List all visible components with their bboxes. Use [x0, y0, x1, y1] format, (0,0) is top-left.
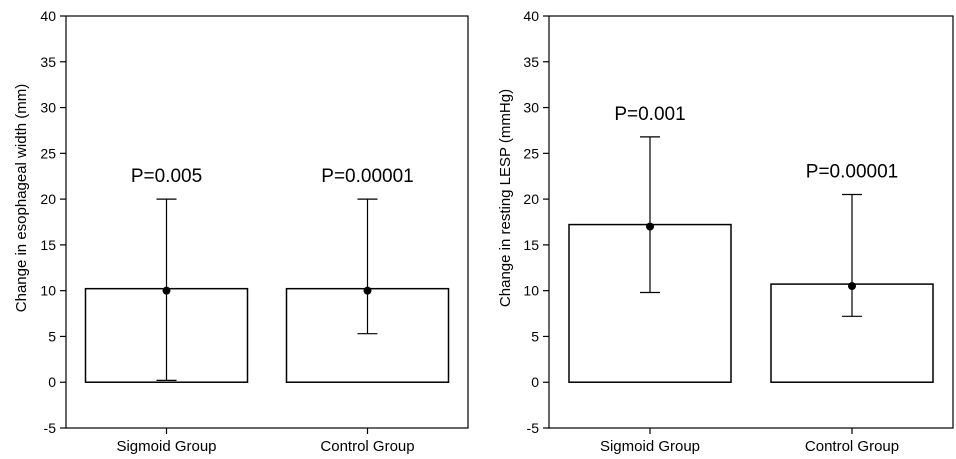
category-label: Control Group — [320, 438, 414, 455]
y-tick-label: 35 — [523, 54, 539, 70]
p-value-label: P=0.001 — [614, 104, 685, 125]
p-value-label: P=0.005 — [131, 166, 202, 187]
y-tick-label: -5 — [44, 420, 57, 436]
mean-point — [363, 286, 372, 295]
category-label: Sigmoid Group — [116, 438, 216, 455]
mean-point — [848, 282, 856, 291]
y-axis-title-1: Change in esophageal width (mm) — [13, 84, 30, 312]
y-tick-label: 25 — [523, 145, 539, 161]
chart-2-marks: -5 0 5 10 15 20 25 30 35 40 Sigmoid Group P=0.001 Co… — [523, 8, 954, 455]
y-tick-label: 0 — [48, 374, 56, 390]
y-tick-label: 15 — [40, 237, 56, 253]
p-value-label: P=0.00001 — [806, 162, 898, 183]
chart-1-marks: -5 0 5 10 15 20 25 30 35 40 Sigmoid Group P=0.005 Co… — [40, 8, 469, 455]
y-tick-label: 5 — [531, 328, 539, 344]
p-value-label: P=0.00001 — [321, 166, 413, 187]
plot-frame — [65, 15, 469, 429]
y-tick-label: -5 — [527, 420, 540, 436]
y-tick-label: 5 — [48, 328, 56, 344]
mean-point — [646, 222, 654, 231]
y-tick-label: 40 — [523, 8, 539, 24]
y-axis-title-2: Change in resting LESP (mmHg) — [497, 89, 514, 307]
chart-panel-2: Change in resting LESP (mmHg) -5 0 5 10 15 20… — [497, 8, 954, 455]
category-label: Control Group — [805, 438, 899, 455]
y-tick-label: 30 — [40, 100, 56, 116]
chart-panel-1: Change in esophageal width (mm) -5 0 5 10 15… — [13, 8, 469, 455]
category-label: Sigmoid Group — [600, 438, 700, 455]
y-tick-label: 30 — [523, 100, 539, 116]
y-tick-label: 10 — [40, 283, 56, 299]
y-tick-label: 35 — [40, 54, 56, 70]
y-tick-label: 40 — [40, 8, 56, 24]
y-tick-label: 25 — [40, 145, 56, 161]
y-tick-label: 10 — [523, 283, 539, 299]
mean-point — [162, 286, 171, 295]
plot-frame — [548, 15, 954, 429]
y-tick-label: 20 — [40, 191, 56, 207]
y-tick-label: 0 — [531, 374, 539, 390]
y-tick-label: 15 — [523, 237, 539, 253]
y-tick-label: 20 — [523, 191, 539, 207]
